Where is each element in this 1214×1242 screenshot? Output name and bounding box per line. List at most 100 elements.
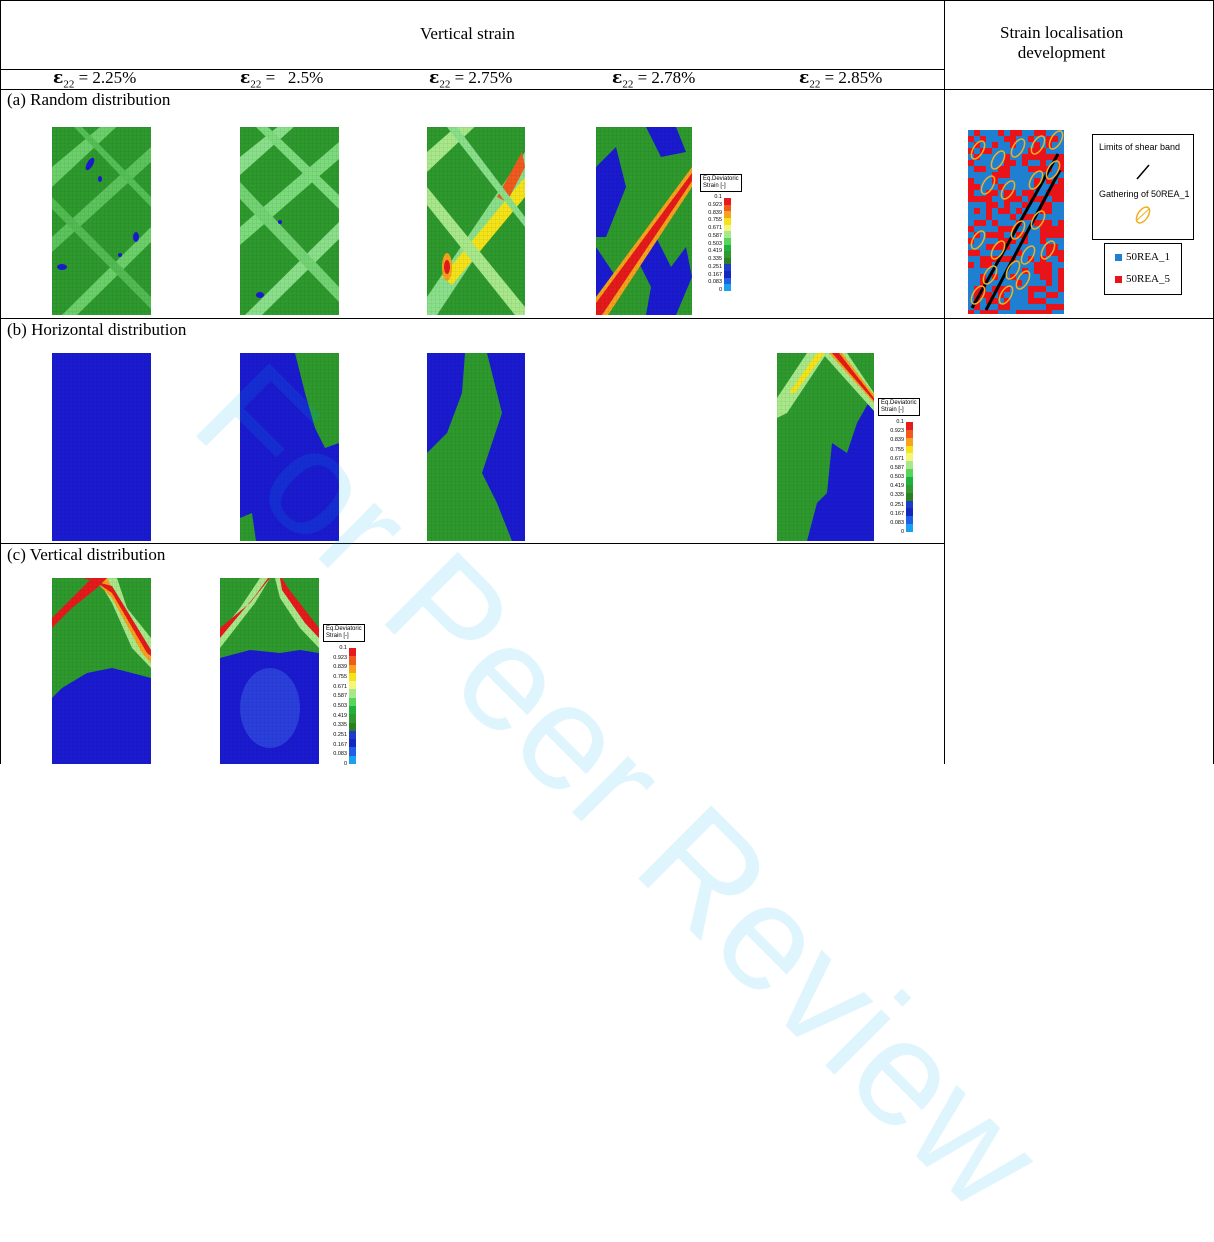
gathering-ellipse [980, 175, 996, 195]
strain-level-3: ε22 = 2.75% [429, 68, 513, 91]
colorbar-tick-label: 0.167 [333, 741, 347, 748]
material-cell [1010, 292, 1016, 298]
material-cell [968, 214, 974, 220]
material-cell [1058, 304, 1064, 310]
colorbar-tick-label: 0.083 [890, 519, 904, 526]
material-cell [992, 280, 998, 286]
material-cell [1046, 154, 1052, 160]
material-cell [1004, 250, 1010, 256]
colorbar-stripe [906, 500, 913, 509]
colorbar-tick-label: 0 [718, 287, 722, 293]
gathering-ellipse [990, 150, 1006, 170]
fe-plot-horizontal-2.75-svg [427, 353, 525, 541]
column-divider [944, 0, 945, 764]
material-cell [1034, 172, 1040, 178]
shear-band-legend-glyphs [1135, 164, 1151, 224]
colorbar-tick-label: 0.755 [890, 446, 904, 453]
material-cell [1016, 214, 1022, 220]
material-cell [1046, 250, 1052, 256]
material-cell [1034, 166, 1040, 172]
material-cell [1046, 292, 1052, 298]
material-cell [1052, 214, 1058, 220]
row-a-divider [0, 318, 1214, 319]
colorbar-tick-label: 0.671 [333, 683, 347, 690]
material-cell [968, 160, 974, 166]
table-border-top [0, 0, 1214, 1]
material-cell [974, 202, 980, 208]
material-cell [974, 208, 980, 214]
material-cell [1028, 268, 1034, 274]
gathering-ellipse [1030, 210, 1046, 230]
material-cell [1058, 202, 1064, 208]
material-cell [1058, 250, 1064, 256]
colorbar-tick-label: 0.923 [333, 654, 347, 661]
colorbar-tick-label: 0.671 [708, 225, 722, 231]
shear-band-limit-line [984, 169, 1062, 311]
material-cell [1010, 214, 1016, 220]
material-cell [968, 256, 974, 262]
material-cell [986, 232, 992, 238]
colorbar-title: Eq.Deviatoric Strain [-] [700, 174, 742, 192]
material-cell [980, 130, 986, 136]
colorbar-stripe [906, 453, 913, 462]
material-cell [1022, 148, 1028, 154]
material-cell [992, 310, 998, 314]
material-cell [974, 238, 980, 244]
material-cell [968, 208, 974, 214]
material-cell [998, 268, 1004, 274]
material-cell [1046, 136, 1052, 142]
colorbar-ticks: 0.1 0.923 0.839 0.755 0.671 0.587 0.503 0.419 0.… [702, 194, 722, 295]
material-cell [968, 238, 974, 244]
material-cell [1028, 310, 1034, 314]
colorbar-tick-label: 0.923 [708, 201, 722, 208]
material-cell [992, 220, 998, 226]
material-cell [1028, 214, 1034, 220]
material-cell [998, 208, 1004, 214]
material-cell [1040, 292, 1046, 298]
colorbar-stripe [349, 648, 356, 657]
fe-plot-random-2.25 [52, 127, 151, 315]
material-cell [1034, 232, 1040, 238]
material-cell [998, 214, 1004, 220]
material-cell [1046, 232, 1052, 238]
material-cell [1004, 148, 1010, 154]
material-cell [1016, 172, 1022, 178]
colorbar-ticks: 0.1 0.923 0.839 0.755 0.671 0.587 0.503 0.419 0.… [325, 644, 347, 770]
material-cell [974, 304, 980, 310]
material-swatch-2 [1115, 275, 1122, 283]
material-cell [1034, 214, 1040, 220]
material-cell [974, 262, 980, 268]
fe-plot-vertical-2.5 [220, 578, 319, 764]
material-cell [974, 136, 980, 142]
material-cell [998, 184, 1004, 190]
material-cell [974, 310, 980, 314]
material-cell [974, 148, 980, 154]
colorbar-tick-label: 0.419 [890, 483, 904, 490]
material-swatch-1 [1115, 253, 1122, 261]
material-cell [986, 250, 992, 256]
material-cell [1058, 268, 1064, 274]
colorbar-tick-label: 0.251 [333, 732, 347, 739]
material-cell [1058, 130, 1064, 136]
material-cell [974, 160, 980, 166]
material-cell [1016, 280, 1022, 286]
material-cell [1004, 238, 1010, 244]
material-cell [1046, 310, 1052, 314]
material-cell [1028, 136, 1034, 142]
colorbar-tick-label: 0.839 [708, 209, 722, 216]
gathering-ellipse [970, 140, 986, 160]
material-cell [1034, 148, 1040, 154]
material-cell [1028, 130, 1034, 136]
fe-plot-random-2.78 [596, 127, 692, 315]
material-cell [1028, 292, 1034, 298]
material-cell [1028, 184, 1034, 190]
material-cell [992, 154, 998, 160]
material-cell [1022, 202, 1028, 208]
strain-localisation-line2: development [1017, 43, 1106, 62]
material-cell [1016, 250, 1022, 256]
colorbar-tick-label: 0.587 [890, 464, 904, 471]
material-cell [998, 136, 1004, 142]
material-cell [1016, 310, 1022, 314]
material-cell [1004, 226, 1010, 232]
material-cell [1016, 154, 1022, 160]
